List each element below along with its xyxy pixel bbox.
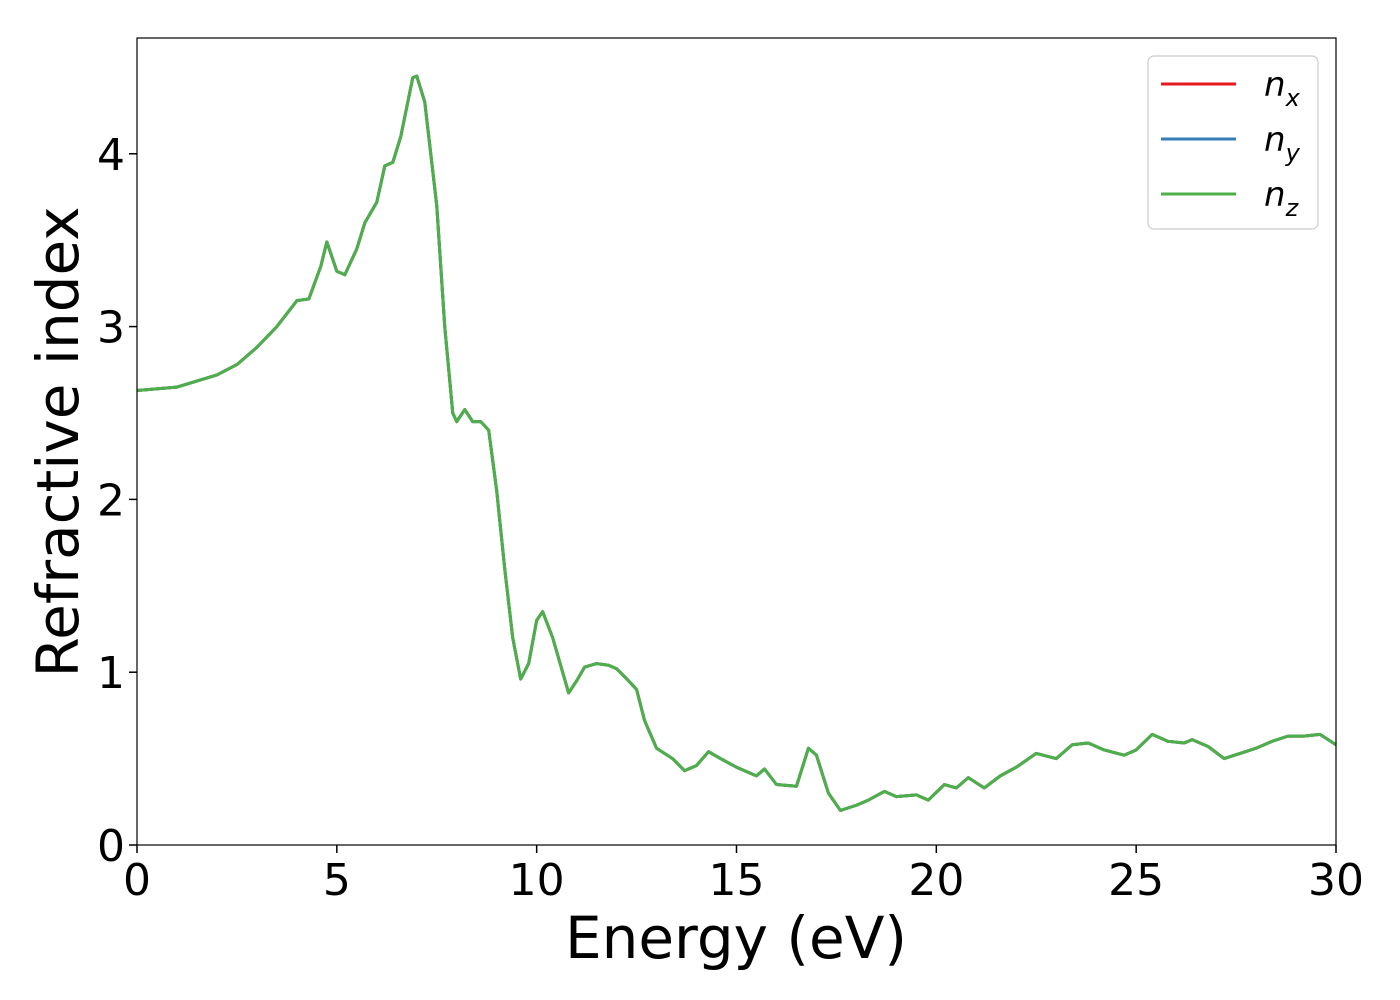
plot-frame [136,37,1337,846]
series-line [136,74,1337,812]
legend-label: nz [1264,175,1300,222]
legend-label-subscript: z [1285,194,1300,222]
x-tick-label: 25 [1108,855,1164,906]
legend-label: ny [1264,120,1301,167]
x-tick-label: 5 [323,855,351,906]
y-tick-label: 4 [97,130,125,181]
y-axis-label: Refractive index [24,206,92,677]
legend-box [1147,55,1319,230]
x-tick-label: 10 [509,855,565,906]
y-tick-label: 2 [97,475,125,526]
x-tick-label: 15 [709,855,765,906]
y-tick-label: 0 [97,821,125,872]
legend-label: nx [1264,65,1301,112]
x-tick-label: 0 [123,855,151,906]
x-axis-label: Energy (eV) [565,904,907,972]
x-tick-label: 20 [908,855,964,906]
x-tick-label: 30 [1308,855,1364,906]
y-tick-label: 3 [97,303,125,354]
legend-label-main: n [1264,120,1286,160]
legend-label-main: n [1264,175,1286,215]
legend-label-main: n [1264,65,1286,105]
legend-label-subscript: y [1285,139,1301,167]
y-tick-label: 1 [97,648,125,699]
legend-label-subscript: x [1285,84,1301,112]
